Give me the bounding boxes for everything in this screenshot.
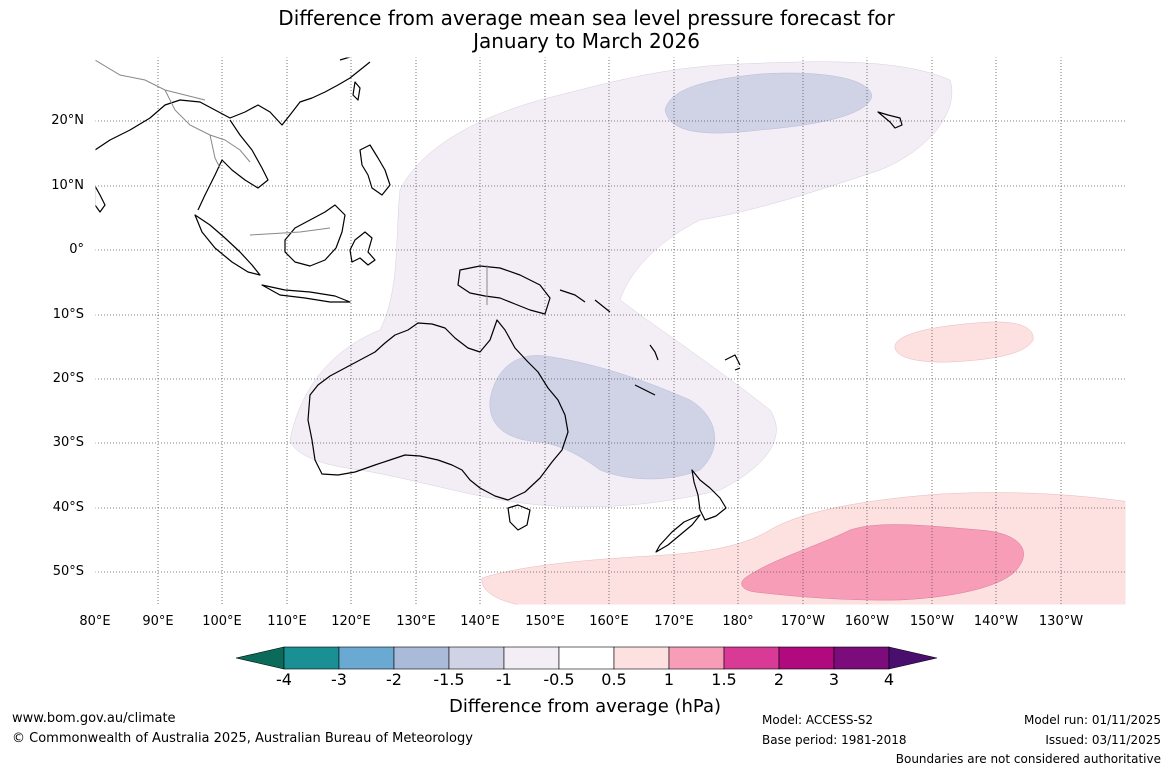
lat-label: 0° <box>69 242 84 257</box>
boundaries-disclaimer: Boundaries are not considered authoritat… <box>895 752 1161 766</box>
lon-label: 140°E <box>460 614 500 629</box>
solomon-islands <box>559 289 611 313</box>
colorbar-tick: 3 <box>828 670 840 689</box>
colorbar-label: Difference from average (hPa) <box>448 696 722 717</box>
taiwan-coast <box>352 81 361 101</box>
philippines-coast <box>359 144 391 196</box>
lat-label: 50°S <box>52 564 84 579</box>
colorbar-tick: -4 <box>276 670 292 689</box>
lon-label: 100°E <box>202 614 242 629</box>
colorbar-tick: 1.5 <box>711 670 737 689</box>
lat-label: 20°S <box>52 371 84 386</box>
chart-title-line1: Difference from average mean sea level p… <box>278 6 895 30</box>
borneo-coast <box>284 204 346 267</box>
anomaly-region-minus-1-north <box>664 72 873 134</box>
lon-label: 150°W <box>909 614 955 629</box>
colorbar-tick: -2 <box>386 670 402 689</box>
tasmania-coast <box>507 504 531 531</box>
colorbar-swatch <box>503 646 560 670</box>
lon-label: 130°E <box>396 614 436 629</box>
colorbar-extend-low <box>235 646 285 670</box>
sulawesi-coast <box>349 231 376 266</box>
colorbar-swatch <box>283 646 340 670</box>
lat-label: 10°N <box>51 178 84 193</box>
colorbar-tick: 4 <box>883 670 895 689</box>
java-coast <box>261 284 351 303</box>
colorbar-tick: -1.5 <box>433 670 465 689</box>
new-guinea-coast <box>457 265 551 315</box>
lat-label: 20°N <box>51 113 84 128</box>
anomaly-region-minus-1-australia <box>489 355 715 480</box>
coastlines <box>95 57 903 553</box>
base-period: Base period: 1981-2018 <box>762 733 907 747</box>
new-zealand-south <box>655 514 701 553</box>
website-link[interactable]: www.bom.gov.au/climate <box>12 711 176 726</box>
colorbar-tick: 2 <box>773 670 785 689</box>
lon-label: 180° <box>722 614 754 629</box>
colorbar <box>235 646 938 670</box>
lon-label: 160°E <box>589 614 629 629</box>
model-run: Model run: 01/11/2025 <box>1023 713 1161 727</box>
lat-label: 30°S <box>52 435 84 450</box>
new-zealand-north <box>691 469 727 521</box>
australia-coast <box>307 319 569 501</box>
lon-label: 170°W <box>780 614 826 629</box>
colorbar-tick: 0.5 <box>601 670 627 689</box>
colorbar-swatch <box>338 646 395 670</box>
colorbar-swatch <box>778 646 835 670</box>
colorbar-extend-high <box>888 646 938 670</box>
sumatra-coast <box>194 214 261 276</box>
chart-title-line2: January to March 2026 <box>473 29 700 53</box>
colorbar-swatch <box>558 646 615 670</box>
colorbar-tick: -0.5 <box>543 670 575 689</box>
colorbar-tick: -3 <box>331 670 347 689</box>
anomaly-region-minus-0.5 <box>289 61 953 508</box>
anomaly-region-plus-0.5-pacific <box>894 321 1034 363</box>
model-name: Model: ACCESS-S2 <box>762 713 874 727</box>
asia-coast <box>95 61 371 151</box>
lon-label: 150°E <box>525 614 565 629</box>
lon-label: 110°E <box>267 614 307 629</box>
map-frame <box>94 56 1127 606</box>
lon-label: 130°W <box>1038 614 1084 629</box>
colorbar-swatch <box>833 646 890 670</box>
vanuatu-islands <box>649 344 659 361</box>
lat-label: 10°S <box>52 307 84 322</box>
colorbar-swatch <box>448 646 505 670</box>
colorbar-swatch <box>723 646 780 670</box>
colorbar-tick: 1 <box>663 670 675 689</box>
lat-label: 40°S <box>52 500 84 515</box>
issued-date: Issued: 03/11/2025 <box>1045 733 1161 747</box>
indochina-coast <box>197 119 269 211</box>
new-caledonia <box>634 384 656 396</box>
hawaii-coast <box>877 111 903 129</box>
graticule <box>95 57 1126 605</box>
lon-label: 120°E <box>331 614 371 629</box>
fiji-islands <box>724 354 741 371</box>
anomaly-region-plus-1 <box>741 524 1024 601</box>
lon-label: 80°E <box>79 614 111 629</box>
lon-label: 160°W <box>844 614 890 629</box>
country-borders <box>95 59 488 305</box>
colorbar-swatch <box>668 646 725 670</box>
colorbar-swatch <box>613 646 670 670</box>
colorbar-swatch <box>393 646 450 670</box>
sri-lanka-coast <box>95 185 106 213</box>
copyright: © Commonwealth of Australia 2025, Austra… <box>12 731 473 746</box>
lon-label: 90°E <box>142 614 174 629</box>
lon-label: 170°E <box>654 614 694 629</box>
colorbar-tick: -1 <box>496 670 512 689</box>
lon-label: 140°W <box>973 614 1019 629</box>
